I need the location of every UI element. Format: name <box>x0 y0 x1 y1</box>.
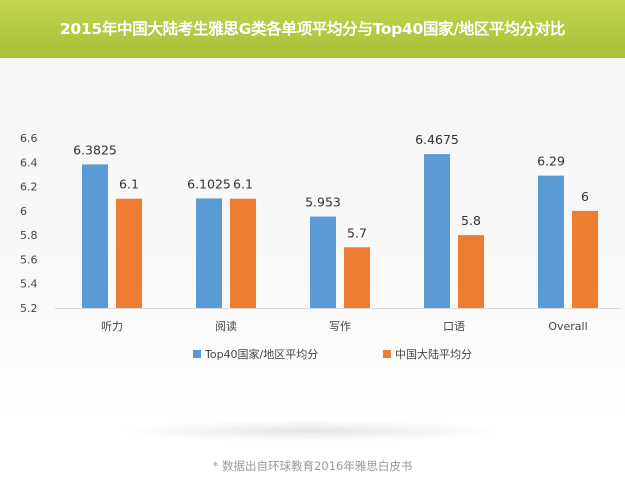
data-label: 5.953 <box>305 195 341 210</box>
bar-top40 <box>310 216 336 308</box>
data-label: 6.4675 <box>415 132 459 147</box>
y-tick-label: 6 <box>20 205 27 218</box>
bar-top40 <box>196 198 222 308</box>
panel-shadow <box>120 420 500 442</box>
y-tick-label: 5.2 <box>20 302 38 315</box>
y-tick-label: 5.6 <box>20 253 38 266</box>
data-label: 6 <box>581 189 589 204</box>
bar-top40 <box>82 164 108 308</box>
legend: Top40国家/地区平均分 中国大陆平均分 <box>193 347 472 361</box>
legend-label: Top40国家/地区平均分 <box>204 347 318 361</box>
bars <box>82 154 598 308</box>
data-label: 5.7 <box>347 225 367 240</box>
data-label: 6.1 <box>119 177 139 192</box>
y-tick-label: 5.8 <box>20 229 38 242</box>
y-tick-label: 6.2 <box>20 181 38 194</box>
bar-china <box>572 210 598 308</box>
x-category-label: 听力 <box>101 320 123 333</box>
bar-china <box>116 198 142 308</box>
data-label: 5.8 <box>461 213 481 228</box>
data-label: 6.1025 <box>187 176 231 191</box>
legend-label: 中国大陆平均分 <box>395 347 472 361</box>
y-tick-label: 6.4 <box>20 156 38 169</box>
chart-title-banner: 2015年中国大陆考生雅思G类各单项平均分与Top40国家/地区平均分对比 <box>0 0 625 58</box>
bar-top40 <box>538 175 564 308</box>
x-category-label: 写作 <box>329 320 351 333</box>
bar-china <box>344 247 370 308</box>
data-label: 6.1 <box>233 177 253 192</box>
legend-swatch <box>193 350 201 358</box>
y-tick-label: 5.4 <box>20 278 38 291</box>
category-labels: 听力 阅读 写作 口语 Overall <box>101 319 588 333</box>
x-category-label: 阅读 <box>215 319 237 333</box>
y-axis-ticks: 5.2 5.4 5.6 5.8 6 6.2 6.4 6.6 <box>20 132 38 315</box>
data-label: 6.29 <box>537 154 565 169</box>
bar-top40 <box>424 154 450 308</box>
legend-swatch <box>383 350 391 358</box>
data-label: 6.3825 <box>73 142 117 157</box>
x-category-label: Overall <box>548 320 587 333</box>
bar-china <box>458 235 484 308</box>
footnote: * 数据出自环球教育2016年雅思白皮书 <box>212 459 413 473</box>
y-tick-label: 6.6 <box>20 132 38 145</box>
x-category-label: 口语 <box>443 320 465 333</box>
bar-china <box>230 198 256 308</box>
